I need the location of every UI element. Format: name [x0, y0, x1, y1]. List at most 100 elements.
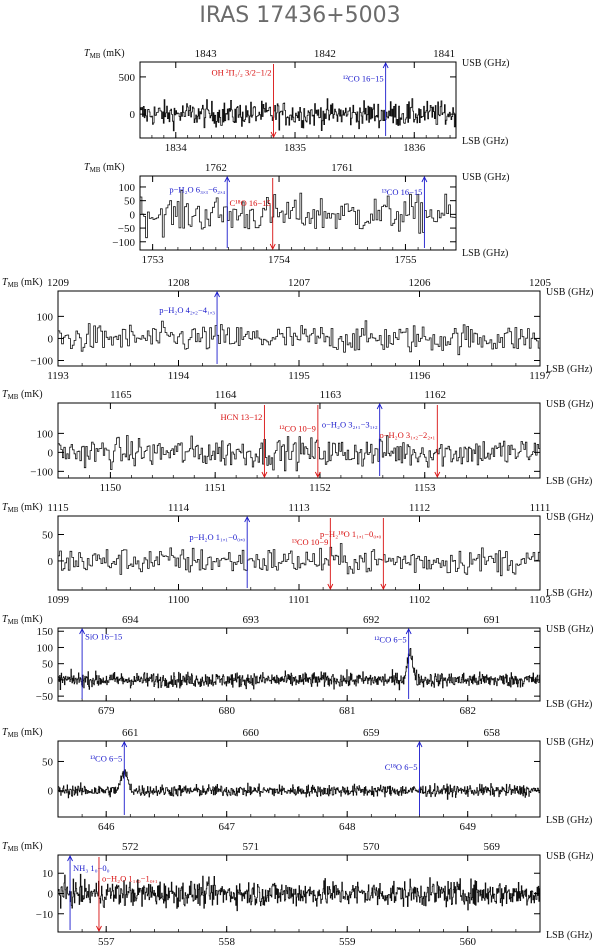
usb-axis-label: USB (GHz)	[546, 512, 594, 523]
y-tick-label: 50	[42, 530, 54, 542]
y-tick-label: 0	[48, 447, 54, 459]
usb-tick-label: 1206	[409, 277, 432, 289]
usb-tick-label: 661	[122, 727, 139, 739]
usb-axis-label: USB (GHz)	[546, 737, 594, 748]
usb-axis-label: USB (GHz)	[546, 851, 594, 862]
lsb-tick-label: 557	[98, 936, 115, 945]
usb-axis-label: USB (GHz)	[546, 287, 594, 298]
usb-tick-label: 1842	[314, 48, 336, 60]
y-axis-label: TMB (mK)	[2, 727, 43, 739]
usb-arrow-head	[421, 175, 428, 183]
lsb-tick-label: 560	[459, 936, 476, 945]
lsb-tick-label: 1195	[288, 370, 310, 382]
usb-tick-label: 691	[484, 614, 501, 626]
y-tick-label: −100	[112, 237, 135, 249]
panel-5: 1099 1100 1101 1102 1103 1115 1114 1113 1112 1111…	[2, 502, 594, 606]
lsb-tick-label: 1836	[403, 142, 426, 154]
y-axis-label: TMB (mK)	[2, 389, 43, 401]
usb-arrow-head	[405, 627, 412, 635]
y-tick-label: 150	[37, 626, 54, 638]
y-tick-label: 10	[42, 868, 54, 880]
line-label: ¹²CO 10−9	[279, 423, 316, 433]
spectrum-trace	[58, 435, 540, 472]
y-tick-label: 0	[48, 333, 54, 345]
lsb-tick-label: 1152	[309, 482, 331, 494]
usb-tick-label: 660	[243, 727, 260, 739]
line-label: p−H₂O 1₁,₁−0₀,₀	[189, 532, 245, 542]
usb-tick-label: 1164	[215, 389, 237, 401]
y-tick-label: 100	[119, 182, 136, 194]
usb-tick-label: 659	[363, 727, 380, 739]
panel-1: 1834 1835 1836 1843 1842 1841 500 0 TMB (mK) USB …	[84, 48, 510, 154]
usb-axis-label: USB (GHz)	[462, 58, 510, 69]
y-tick-label: −50	[118, 223, 136, 235]
y-tick-label: 50	[124, 196, 136, 208]
lsb-tick-label: 680	[218, 705, 235, 717]
usb-tick-label: 693	[243, 614, 260, 626]
line-label: o−H₂O 3₁,₂−2₂,₁	[380, 430, 436, 440]
y-axis-label: TMB (mK)	[2, 502, 43, 514]
usb-tick-label: 1113	[288, 502, 310, 514]
lsb-tick-label: 558	[218, 936, 235, 945]
usb-arrow-head	[79, 627, 86, 635]
usb-axis-label: USB (GHz)	[546, 399, 594, 410]
y-axis-label: TMB (mK)	[2, 841, 43, 853]
usb-tick-label: 1209	[47, 277, 70, 289]
line-label: p−H₂O 6₃,₃−6₂,₄	[169, 184, 225, 194]
y-tick-label: 500	[119, 72, 136, 84]
y-axis-label: TMB (mK)	[84, 48, 125, 60]
usb-arrow-head	[214, 290, 220, 298]
usb-tick-label: 571	[243, 841, 260, 853]
usb-axis-label: USB (GHz)	[546, 624, 594, 635]
plot-frame	[57, 627, 541, 702]
lsb-tick-label: 1150	[100, 482, 122, 494]
usb-tick-label: 1205	[529, 277, 552, 289]
lsb-arrow-head	[261, 471, 268, 479]
lsb-tick-label: 1835	[284, 142, 307, 154]
spectrum-trace	[58, 873, 540, 912]
lsb-arrow-head	[270, 131, 277, 139]
y-axis-label: TMB (mK)	[84, 162, 125, 174]
lsb-axis-label: LSB (GHz)	[546, 699, 592, 710]
line-label: o−H₂O 1₁,₀−1₀,₁	[102, 873, 158, 883]
lsb-tick-label: 682	[459, 705, 476, 717]
usb-arrow-head	[382, 61, 389, 69]
y-axis-label: TMB (mK)	[2, 614, 43, 626]
spectrum-trace	[140, 98, 456, 132]
lsb-tick-label: 1834	[165, 142, 188, 154]
usb-arrow-head	[416, 740, 423, 748]
y-tick-label: −100	[30, 466, 53, 478]
lsb-tick-label: 648	[339, 821, 356, 833]
spectrum-trace	[58, 769, 540, 800]
y-tick-label: 100	[37, 428, 54, 440]
usb-tick-label: 1761	[331, 162, 353, 174]
lsb-tick-label: 681	[339, 705, 356, 717]
usb-tick-label: 1112	[409, 502, 430, 514]
panel-7: 646 647 648 649 661 660 659 658 50 0 TMB (mK) USB (…	[2, 727, 594, 833]
y-tick-label: 100	[37, 311, 54, 323]
y-tick-label: 0	[130, 209, 136, 221]
line-label: ¹³CO 16−15	[382, 187, 423, 197]
lsb-arrow-head	[327, 583, 334, 591]
lsb-tick-label: 1753	[142, 254, 165, 266]
line-label: p−H₂¹⁸O 1₁,₁−0₀,₀	[320, 529, 381, 539]
plot-frame	[139, 61, 457, 139]
usb-tick-label: 658	[484, 727, 501, 739]
usb-tick-label: 1841	[433, 48, 455, 60]
usb-tick-label: 692	[363, 614, 380, 626]
lsb-tick-label: 1194	[168, 370, 190, 382]
usb-tick-label: 1207	[288, 277, 311, 289]
lsb-tick-label: 1099	[47, 594, 70, 606]
usb-arrow-head	[67, 854, 73, 862]
usb-tick-label: 1115	[47, 502, 69, 514]
usb-tick-label: 694	[122, 614, 139, 626]
usb-tick-label: 1843	[195, 48, 218, 60]
usb-tick-label: 1208	[168, 277, 191, 289]
y-tick-label: −100	[30, 355, 53, 367]
usb-arrow-head	[224, 175, 231, 183]
lsb-axis-label: LSB (GHz)	[546, 364, 592, 375]
panel-2: 1753 1754 1755 1762 1761 100 500 −50 −100 TMB (mK…	[84, 162, 510, 266]
lsb-axis-label: LSB (GHz)	[546, 588, 592, 599]
spectrum-trace	[58, 320, 540, 356]
lsb-tick-label: 1151	[204, 482, 226, 494]
